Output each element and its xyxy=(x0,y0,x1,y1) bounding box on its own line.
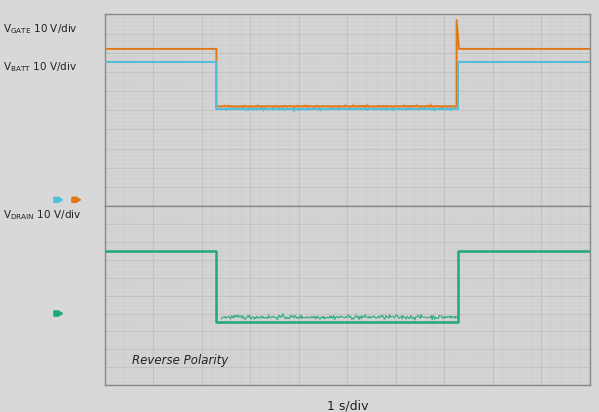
Text: 1 s/div: 1 s/div xyxy=(326,400,368,412)
Text: $\mathregular{V_{GATE}}$ 10 V/div: $\mathregular{V_{GATE}}$ 10 V/div xyxy=(3,23,78,36)
Text: $\mathregular{V_{DRAIN}}$ 10 V/div: $\mathregular{V_{DRAIN}}$ 10 V/div xyxy=(3,208,81,222)
Text: Reverse Polarity: Reverse Polarity xyxy=(132,354,228,367)
Text: $\mathregular{V_{BATT}}$ 10 V/div: $\mathregular{V_{BATT}}$ 10 V/div xyxy=(3,60,77,73)
